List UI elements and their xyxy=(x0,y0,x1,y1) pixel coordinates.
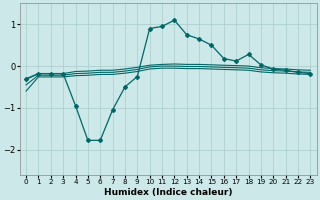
X-axis label: Humidex (Indice chaleur): Humidex (Indice chaleur) xyxy=(104,188,232,197)
